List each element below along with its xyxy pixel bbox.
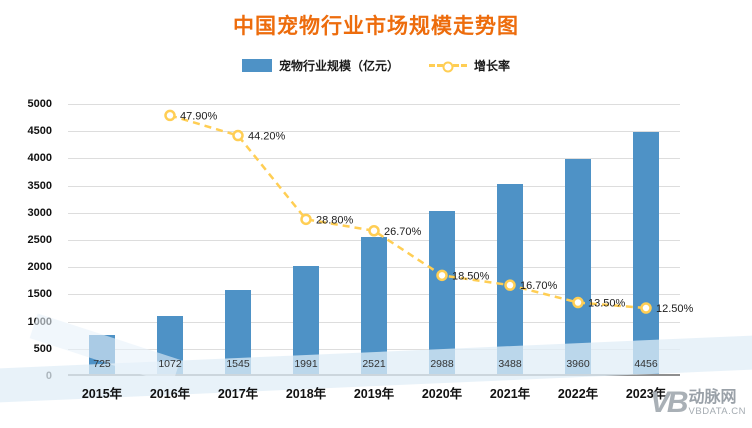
x-axis-label: 2019年 [353,387,395,401]
bar-value-label: 1991 [294,358,318,370]
vb-logo-icon: VB [649,386,689,419]
growth-point [572,296,584,309]
gridline [68,158,680,160]
bar [497,184,523,374]
growth-point [164,109,176,122]
plot-area: 725 1072 1545 1991 2521 2988 3488 3960 4456 47.90… [68,104,694,376]
growth-point-label: 18.50% [452,270,490,282]
x-axis-label: 2018年 [285,387,327,401]
growth-line [169,114,647,310]
y-axis-label: 2500 [27,234,52,246]
bar-value-label: 3488 [498,358,522,370]
watermark: VB 动脉网 VBDATA.CN [650,388,746,418]
growth-point-label: 13.50% [588,298,626,310]
y-axis-label: 2000 [27,261,52,274]
growth-point [232,129,244,142]
bar-value-label: 1072 [158,358,182,370]
watermark-site: VBDATA.CN [688,405,746,417]
x-axis-label: 2022年 [557,387,599,401]
growth-point-label: 44.20% [248,131,286,143]
bar-value-label: 3960 [566,358,590,370]
growth-point-label: 26.70% [384,226,422,238]
bar-value-label: 4456 [634,358,658,370]
gridline [68,212,680,214]
bar-value-label: 725 [93,358,111,370]
growth-point [300,213,312,226]
x-axis-label: 2023年 [625,387,667,401]
x-axis-label: 2020年 [421,387,463,401]
y-axis-label: 1500 [27,288,52,301]
bar-series-label: 宠物行业规模（亿元） [278,59,399,73]
y-axis-label: 3500 [27,179,52,192]
y-axis-label: 500 [33,342,52,355]
bar [429,211,455,374]
gridline [68,131,680,133]
growth-point [640,302,652,314]
growth-point-label: 12.50% [656,303,694,315]
x-axis-label: 2021年 [489,387,531,401]
gridline [68,185,680,187]
line-series-label: 增长率 [474,59,511,73]
bar-value-label: 2521 [362,358,386,370]
bar-value-label: 1545 [226,358,250,370]
y-axis-label: 3000 [27,206,52,219]
watermark-text: 动脉网 VBDATA.CN [689,389,746,417]
gridline [68,104,680,105]
y-axis: 0500100015002000250030003500400045005000 [0,98,60,382]
growth-point [436,269,448,282]
y-axis-label: 4000 [27,152,52,165]
growth-line-layer: 47.90% 44.20% 28.80% 26.70% 18.50% 16.70% 13.5… [164,109,694,315]
legend-item-line: 增长率 [429,57,510,74]
growth-point-label: 47.90% [180,110,218,122]
bar [633,131,659,374]
x-axis: 2015年 2016年 2017年 2018年 2019年 2020年 2021年 2022年… [68,383,680,402]
x-axis-label: 2016年 [149,387,191,401]
legend-item-bar: 宠物行业规模（亿元） [241,57,399,74]
growth-point [368,225,380,237]
legend: 宠物行业规模（亿元） 增长率 [0,57,752,74]
watermark-name: 动脉网 [688,388,737,406]
x-axis-label: 2015年 [81,387,123,401]
growth-point [504,279,516,291]
y-axis-label: 5000 [27,98,52,110]
line-series-swatch [429,64,467,67]
x-axis-label: 2017年 [217,387,259,401]
growth-point-label: 16.70% [520,280,558,292]
growth-point-label: 28.80% [316,214,354,226]
bar-series-swatch [241,59,272,72]
bar [565,158,591,374]
y-axis-label: 4500 [27,125,52,138]
bar-value-label: 2988 [430,358,454,370]
chart-title: 中国宠物行业市场规模走势图 [233,15,519,38]
